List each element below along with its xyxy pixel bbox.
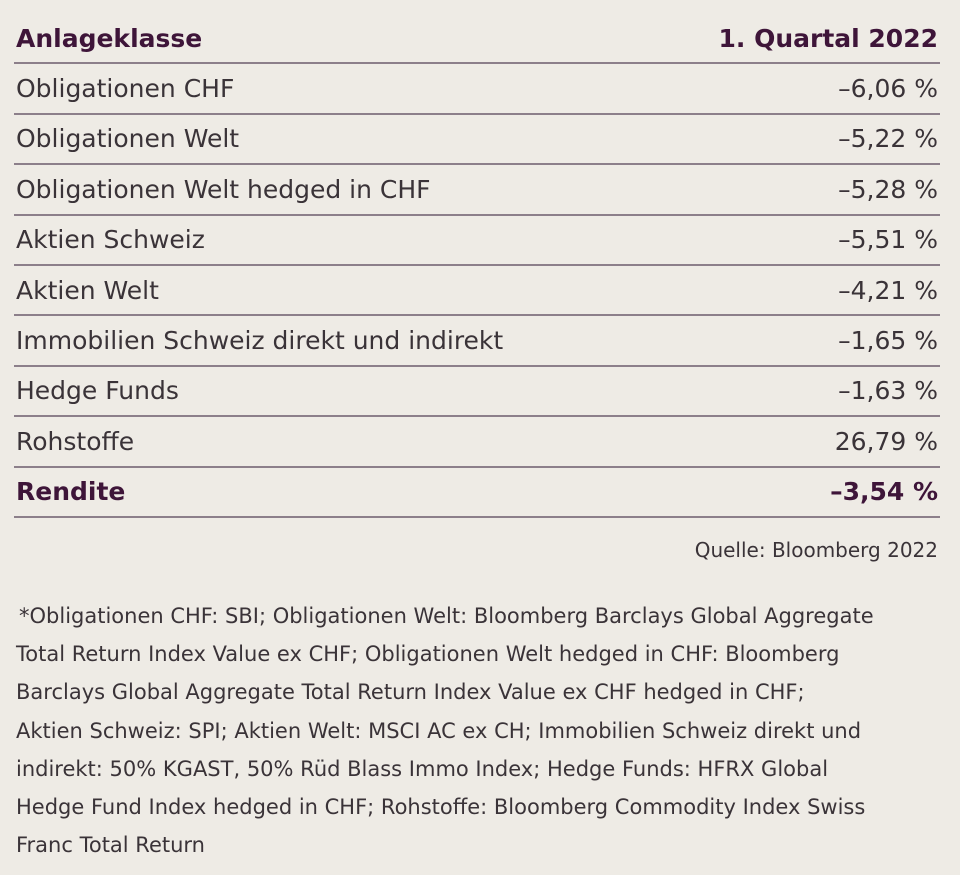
footnote-line: Hedge Fund Index hedged in CHF; Rohstoff… bbox=[16, 795, 866, 820]
label-cell: Rendite bbox=[16, 477, 126, 507]
value-cell: 1. Quartal 2022 bbox=[718, 23, 938, 53]
table-row: Hedge Funds –1,63 % bbox=[14, 367, 940, 418]
table-row: Obligationen Welt hedged in CHF –5,28 % bbox=[14, 165, 940, 216]
footnote-line: indirekt: 50% KGAST, 50% Rüd Blass Immo … bbox=[16, 756, 829, 781]
label-cell: Anlageklasse bbox=[16, 23, 203, 53]
footnote: *Obligationen CHF: SBI; Obligationen Wel… bbox=[16, 597, 874, 864]
table-row: Immobilien Schweiz direkt und indirekt –1… bbox=[14, 316, 940, 367]
footnote-line: Franc Total Return bbox=[16, 833, 205, 858]
footnote-line: *Obligationen CHF: SBI; Obligationen Wel… bbox=[19, 604, 874, 628]
footnote-line: Aktien Schweiz: SPI; Aktien Welt: MSCI A… bbox=[16, 718, 862, 743]
table-row: Obligationen Welt –5,22 % bbox=[14, 115, 940, 166]
source: Quelle: Bloomberg 2022 bbox=[694, 538, 938, 562]
table-row: Obligationen CHF –6,06 % bbox=[14, 64, 940, 115]
value-cell: –4,21 % bbox=[838, 275, 938, 305]
value-cell: –1,63 % bbox=[838, 376, 938, 406]
header-row: Anlageklasse 1. Quartal 2022 bbox=[14, 14, 940, 65]
value-cell: –3,54 % bbox=[830, 477, 938, 507]
value-cell: 26,79 % bbox=[834, 426, 938, 456]
label-cell: Hedge Funds bbox=[16, 376, 179, 406]
label-cell: Immobilien Schweiz direkt und indirekt bbox=[16, 326, 504, 356]
label-cell: Aktien Welt bbox=[16, 275, 159, 305]
label-cell: Aktien Schweiz bbox=[16, 225, 205, 255]
value-cell: –5,51 % bbox=[838, 225, 938, 255]
footnote-line: Total Return Index Value ex CHF; Obligat… bbox=[16, 642, 840, 667]
table-row: Aktien Schweiz –5,51 % bbox=[14, 216, 940, 266]
table-row: Aktien Welt –4,21 % bbox=[14, 266, 940, 317]
label-cell: Rohstoffe bbox=[16, 426, 135, 456]
total-row: Rendite –3,54 % bbox=[14, 468, 940, 518]
value-cell: –1,65 % bbox=[838, 326, 938, 356]
table: Anlageklasse 1. Quartal 2022 Obligationen … bbox=[14, 14, 940, 518]
label-cell: Obligationen CHF bbox=[16, 74, 235, 104]
label-cell: Obligationen Welt bbox=[16, 124, 240, 154]
footnote-line: Barclays Global Aggregate Total Return I… bbox=[16, 680, 805, 705]
value-cell: –6,06 % bbox=[838, 74, 938, 104]
table-row: Rohstoffe 26,79 % bbox=[14, 417, 940, 468]
value-cell: –5,22 % bbox=[838, 124, 938, 154]
label-cell: Obligationen Welt hedged in CHF bbox=[16, 174, 431, 204]
value-cell: –5,28 % bbox=[838, 174, 938, 204]
